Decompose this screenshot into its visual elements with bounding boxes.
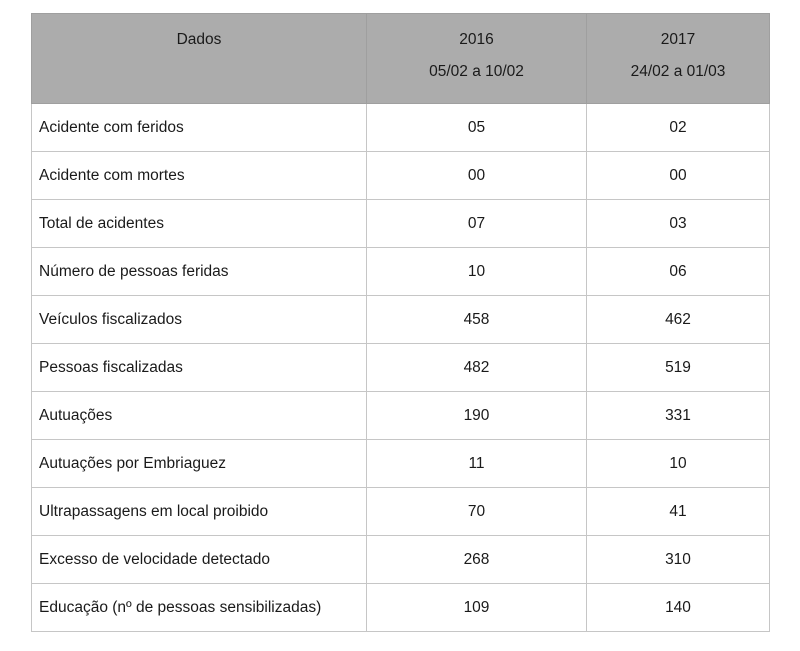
value-2017: 00 [586,151,770,200]
header-cell-2016: 2016 05/02 a 10/02 [366,13,587,104]
value-2017: 462 [586,295,770,344]
value-2017: 06 [586,247,770,296]
value-2017: 41 [586,487,770,536]
header-2016-label: 2016 [459,31,494,48]
row-label: Excesso de velocidade detectado [31,535,367,584]
table-row: Pessoas fiscalizadas 482 519 [31,343,770,392]
header-2017-label: 2017 [660,31,696,48]
table-row: Acidente com mortes 00 00 [31,151,770,200]
row-label: Número de pessoas feridas [31,247,367,296]
table-row: Total de acidentes 07 03 [31,199,770,248]
value-2017: 519 [586,343,770,392]
header-dados-sublabel [33,63,365,82]
value-2017: 331 [586,391,770,440]
row-label: Autuações [31,391,367,440]
row-label: Acidente com feridos [31,103,367,152]
value-2017: 10 [586,439,770,488]
value-2016: 109 [366,583,587,632]
value-2017: 140 [586,583,770,632]
value-2016: 05 [366,103,587,152]
row-label: Autuações por Embriaguez [31,439,367,488]
table-row: Autuações por Embriaguez 11 10 [31,439,770,488]
header-2016-daterange: 05/02 a 10/02 [429,63,524,80]
value-2016: 10 [366,247,587,296]
value-2017: 310 [586,535,770,584]
value-2017: 02 [586,103,770,152]
table-row: Ultrapassagens em local proibido 70 41 [31,487,770,536]
row-label: Total de acidentes [31,199,367,248]
row-label: Pessoas fiscalizadas [31,343,367,392]
value-2016: 00 [366,151,587,200]
value-2016: 07 [366,199,587,248]
value-2016: 482 [366,343,587,392]
statistics-table: Dados 2016 05/02 a 10/02 2017 24/02 a 01… [31,13,770,632]
value-2016: 190 [366,391,587,440]
header-2017-daterange: 24/02 a 01/03 [630,63,726,80]
table-row: Autuações 190 331 [31,391,770,440]
header-cell-dados: Dados [31,13,367,104]
table-row: Número de pessoas feridas 10 06 [31,247,770,296]
table-body: Acidente com feridos 05 02 Acidente com … [31,103,770,632]
header-cell-2017: 2017 24/02 a 01/03 [586,13,770,104]
table-header: Dados 2016 05/02 a 10/02 2017 24/02 a 01… [31,13,770,104]
row-label: Ultrapassagens em local proibido [31,487,367,536]
header-dados-label: Dados [176,31,222,48]
row-label: Acidente com mortes [31,151,367,200]
value-2016: 268 [366,535,587,584]
value-2016: 11 [366,439,587,488]
value-2017: 03 [586,199,770,248]
row-label: Veículos fiscalizados [31,295,367,344]
table-row: Educação (nº de pessoas sensibilizadas) … [31,583,770,632]
table-row: Excesso de velocidade detectado 268 310 [31,535,770,584]
table-row: Acidente com feridos 05 02 [31,103,770,152]
value-2016: 458 [366,295,587,344]
table-row: Veículos fiscalizados 458 462 [31,295,770,344]
header-row: Dados 2016 05/02 a 10/02 2017 24/02 a 01… [31,13,770,104]
value-2016: 70 [366,487,587,536]
row-label: Educação (nº de pessoas sensibilizadas) [31,583,367,632]
